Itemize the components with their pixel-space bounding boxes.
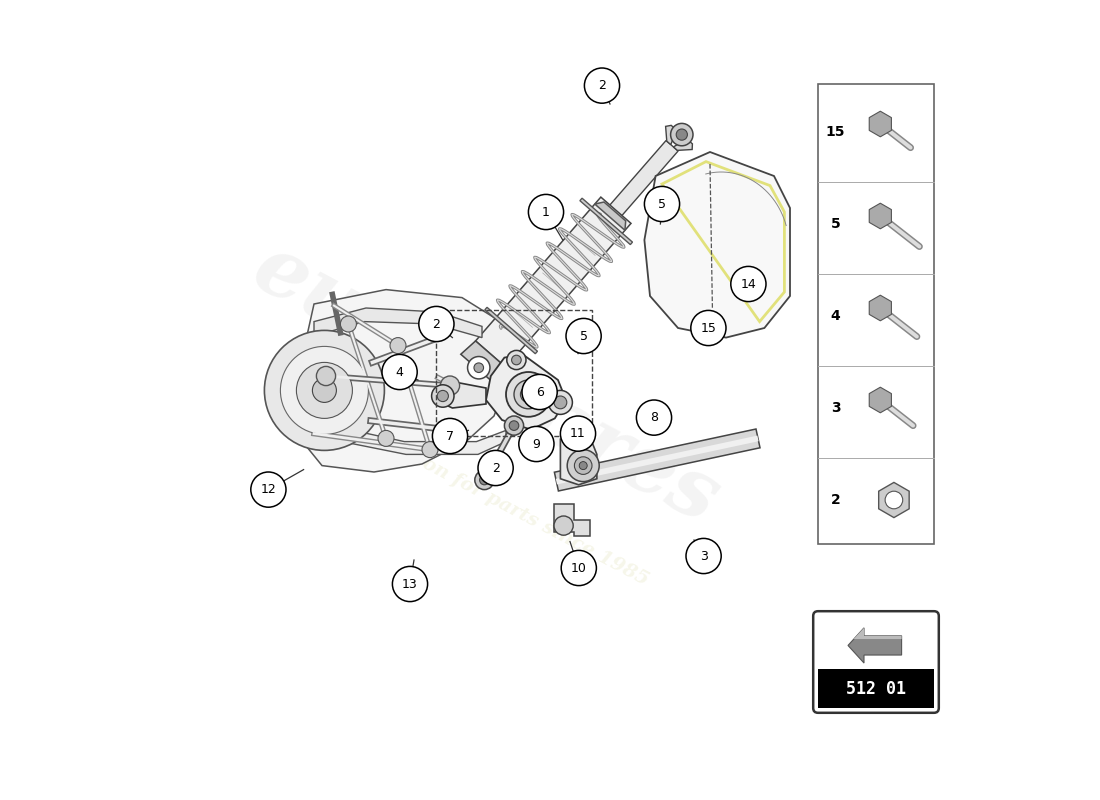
Circle shape	[478, 450, 514, 486]
Text: 5: 5	[830, 217, 840, 231]
Circle shape	[561, 550, 596, 586]
Text: 2: 2	[492, 462, 499, 474]
Polygon shape	[560, 439, 597, 485]
Circle shape	[480, 475, 490, 485]
Text: 512 01: 512 01	[846, 680, 906, 698]
Circle shape	[468, 357, 490, 379]
Circle shape	[514, 380, 542, 409]
Circle shape	[312, 378, 337, 402]
Circle shape	[390, 338, 406, 354]
Polygon shape	[485, 307, 538, 354]
Circle shape	[528, 194, 563, 230]
Text: 7: 7	[446, 430, 454, 442]
Polygon shape	[666, 126, 678, 145]
Polygon shape	[554, 504, 590, 536]
Polygon shape	[486, 354, 566, 430]
Polygon shape	[645, 152, 790, 338]
Polygon shape	[554, 429, 760, 491]
Circle shape	[549, 390, 572, 414]
Polygon shape	[854, 628, 902, 639]
Polygon shape	[580, 198, 632, 245]
Polygon shape	[595, 202, 626, 230]
Polygon shape	[314, 308, 482, 338]
Circle shape	[432, 418, 468, 454]
Text: 14: 14	[740, 278, 757, 290]
Text: 2: 2	[432, 318, 440, 330]
Circle shape	[251, 472, 286, 507]
Circle shape	[645, 186, 680, 222]
Circle shape	[475, 470, 494, 490]
Circle shape	[676, 129, 688, 140]
Circle shape	[580, 462, 587, 470]
Circle shape	[505, 416, 524, 435]
Polygon shape	[461, 341, 506, 384]
Text: 3: 3	[700, 550, 707, 562]
Circle shape	[691, 310, 726, 346]
Circle shape	[584, 68, 619, 103]
Circle shape	[886, 491, 903, 509]
Circle shape	[568, 450, 600, 482]
Polygon shape	[673, 138, 692, 150]
Text: 12: 12	[261, 483, 276, 496]
Circle shape	[560, 416, 595, 451]
Text: 9: 9	[532, 438, 540, 450]
Circle shape	[296, 362, 352, 418]
Text: 8: 8	[650, 411, 658, 424]
Circle shape	[512, 355, 521, 365]
Text: 2: 2	[598, 79, 606, 92]
Text: 11: 11	[570, 427, 586, 440]
Polygon shape	[298, 290, 508, 472]
Text: 4: 4	[396, 366, 404, 378]
Circle shape	[437, 390, 449, 402]
Text: 15: 15	[826, 125, 846, 139]
Circle shape	[440, 376, 460, 395]
Circle shape	[671, 123, 693, 146]
Circle shape	[264, 330, 384, 450]
Text: 15: 15	[701, 322, 716, 334]
Polygon shape	[440, 382, 486, 408]
Circle shape	[520, 386, 537, 402]
Polygon shape	[606, 141, 678, 221]
Circle shape	[340, 316, 356, 332]
Circle shape	[566, 318, 602, 354]
Circle shape	[317, 366, 336, 386]
Text: 5: 5	[580, 330, 587, 342]
Text: 10: 10	[571, 562, 586, 574]
Circle shape	[393, 566, 428, 602]
Circle shape	[506, 372, 551, 417]
Circle shape	[554, 396, 566, 409]
Circle shape	[509, 421, 519, 430]
FancyBboxPatch shape	[818, 670, 934, 708]
Polygon shape	[848, 628, 902, 663]
Polygon shape	[302, 410, 506, 454]
Text: 4: 4	[830, 309, 840, 323]
Text: 13: 13	[403, 578, 418, 590]
Circle shape	[522, 374, 558, 410]
Circle shape	[637, 400, 672, 435]
Circle shape	[554, 516, 573, 535]
Circle shape	[419, 306, 454, 342]
FancyBboxPatch shape	[818, 84, 934, 544]
Polygon shape	[556, 435, 759, 485]
Circle shape	[431, 385, 454, 407]
Circle shape	[422, 442, 438, 458]
Polygon shape	[475, 197, 631, 367]
Text: 1: 1	[542, 206, 550, 218]
Circle shape	[474, 363, 484, 373]
Circle shape	[280, 346, 368, 434]
Text: 6: 6	[536, 386, 543, 398]
Text: eurospares: eurospares	[240, 227, 733, 541]
Circle shape	[378, 430, 394, 446]
Text: 2: 2	[830, 493, 840, 507]
Text: a passion for parts since 1985: a passion for parts since 1985	[353, 419, 651, 589]
Circle shape	[686, 538, 722, 574]
Circle shape	[382, 354, 417, 390]
Text: 5: 5	[658, 198, 666, 210]
Circle shape	[519, 426, 554, 462]
FancyBboxPatch shape	[813, 611, 938, 713]
Circle shape	[574, 457, 592, 474]
Circle shape	[730, 266, 766, 302]
Text: 3: 3	[830, 401, 840, 415]
Circle shape	[507, 350, 526, 370]
